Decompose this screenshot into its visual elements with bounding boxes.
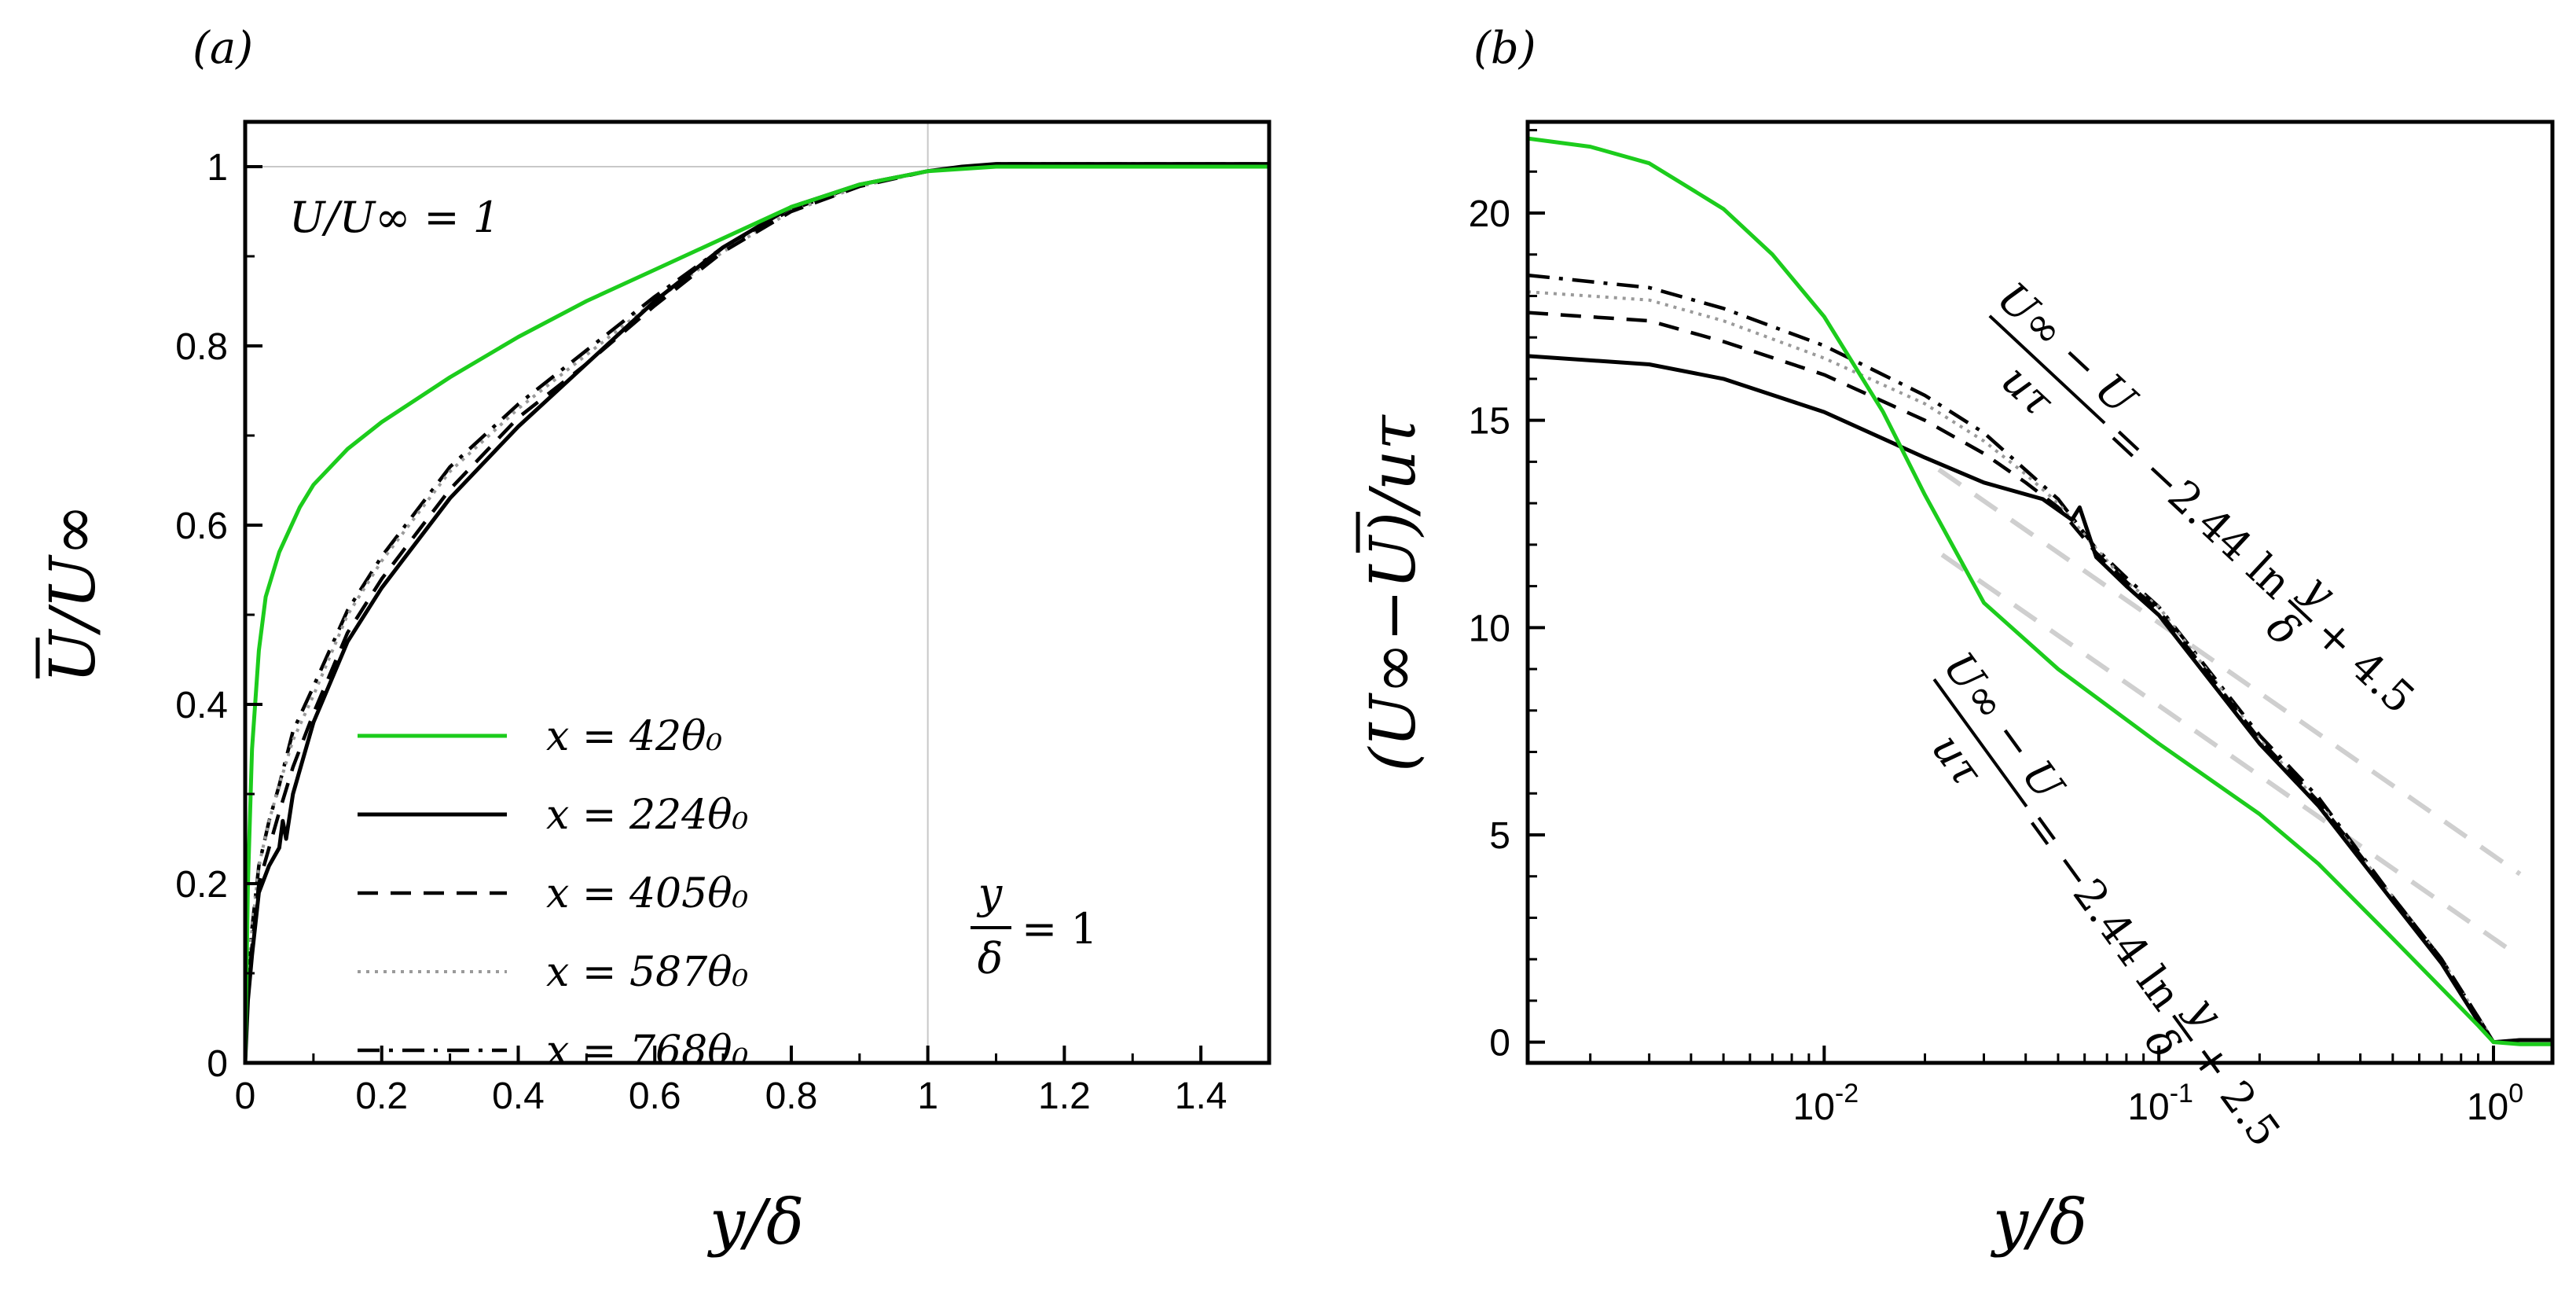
chart-a-frame: [243, 119, 1271, 1065]
legend-label-1: x = 224θ₀: [546, 792, 749, 839]
chart-a-x-label: y/δ: [707, 1186, 804, 1259]
chart-a-series: [243, 162, 1269, 1064]
chart-a-x-tick-label: 0.8: [765, 1075, 818, 1117]
svg-text:δ: δ: [978, 934, 1004, 983]
chart-b-x-tick-label: 100: [2467, 1079, 2523, 1128]
chart-a-y-label: U/U∞: [35, 504, 109, 683]
svg-text:+ 4.5: + 4.5: [2305, 608, 2424, 723]
svg-text:U/U∞ = 1: U/U∞ = 1: [289, 193, 500, 242]
chart-b-x-axis: 10-2 10-1 100: [1589, 1046, 2523, 1128]
chart-a-y-tick-label: 0: [207, 1043, 228, 1085]
svg-text:(U∞−U)/uτ: (U∞−U)/uτ: [1356, 414, 1429, 771]
chart-b-series: [1527, 136, 2552, 1046]
panel-label-a: (a): [193, 23, 253, 74]
chart-b-log-law-line-1: [1940, 553, 2522, 959]
legend-label-0: x = 42θ₀: [546, 713, 722, 760]
chart-a-x-tick-label: 0.4: [492, 1075, 545, 1117]
chart-b-series-line-0: [1527, 136, 2552, 1046]
chart-a-y-axis: 0 0.2 0.4 0.6 0.8 1: [175, 147, 262, 1085]
chart-b-x-tick-label: 10-2: [1793, 1079, 1859, 1128]
chart-a-x-tick-label: 1.4: [1175, 1075, 1227, 1117]
chart-a-x-tick-label: 1.2: [1038, 1075, 1091, 1117]
legend: x = 42θ₀ x = 224θ₀ x = 405θ₀ x = 587θ₀ x = 7…: [358, 713, 749, 1075]
chart-b-frame: [1525, 119, 2555, 1065]
chart-a-series-line-4: [243, 162, 1269, 1064]
svg-text:= −2.44 ln: = −2.44 ln: [2014, 801, 2192, 1019]
chart-a: [243, 122, 1269, 1064]
chart-a-series-line-1: [243, 162, 1269, 1064]
legend-label-2: x = 405θ₀: [546, 870, 749, 917]
chart-a-series-line-0: [243, 164, 1269, 1064]
chart-a-y-tick-label: 0.6: [175, 505, 228, 547]
annotation-u-over-uinf: U/U∞ = 1: [271, 177, 617, 252]
chart-b-x-label: y/δ: [1991, 1186, 2087, 1259]
chart-a-y-tick-label: 0.8: [175, 326, 228, 368]
chart-b-series-line-1: [1527, 354, 2552, 1045]
chart-a-x-tick-label: 0.2: [355, 1075, 408, 1117]
chart-b-y-tick-label: 15: [1469, 401, 1510, 443]
chart-a-series-line-2: [243, 162, 1269, 1064]
annotation-y-over-delta: y δ = 1: [971, 869, 1098, 983]
chart-b-y-tick-label: 0: [1489, 1023, 1510, 1064]
panel-label-b: (b): [1473, 23, 1536, 74]
chart-b-y-label: (U∞−U)/uτ: [1356, 414, 1429, 772]
legend-label-4: x = 768θ₀: [546, 1027, 749, 1075]
chart-b-y-tick-label: 10: [1469, 608, 1510, 649]
chart-a-reference-lines: [245, 122, 1269, 1063]
legend-label-3: x = 587θ₀: [546, 949, 749, 996]
chart-a-x-tick-label: 0.6: [629, 1075, 681, 1117]
svg-text:= −2.44 ln: = −2.44 ln: [2097, 413, 2301, 608]
chart-a-x-axis: 0 0.2 0.4 0.6 0.8 1 1.2 1.4: [235, 1046, 1271, 1117]
chart-a-y-tick-label: 0.2: [175, 864, 228, 906]
chart-b-y-tick-label: 20: [1469, 193, 1510, 235]
svg-text:+ 2.5: + 2.5: [2182, 1032, 2290, 1156]
chart-a-y-tick-label: 1: [207, 147, 228, 189]
chart-b-log-law-line-0: [1937, 467, 2522, 877]
chart-b-series-line-2: [1527, 311, 2552, 1044]
svg-text:U/U∞: U/U∞: [36, 504, 109, 683]
annotation-log-law-upper: U∞ − U uτ = −2.44 ln y δ + 4.5: [1988, 273, 2424, 723]
chart-b: [1527, 136, 2552, 1046]
chart-a-y-tick-label: 0.4: [175, 685, 228, 726]
chart-b-reference-lines: [1937, 467, 2522, 959]
chart-b-y-tick-label: 5: [1489, 815, 1510, 857]
chart-a-series-line-3: [244, 162, 1269, 1064]
chart-a-x-tick-label: 0: [235, 1075, 256, 1117]
chart-b-y-axis: 0 5 10 15 20: [1469, 129, 1545, 1064]
svg-text:= 1: = 1: [1022, 904, 1098, 954]
svg-text:y: y: [977, 869, 1004, 918]
chart-a-x-tick-label: 1: [917, 1075, 938, 1117]
chart-b-x-tick-label: 10-1: [2127, 1079, 2193, 1128]
